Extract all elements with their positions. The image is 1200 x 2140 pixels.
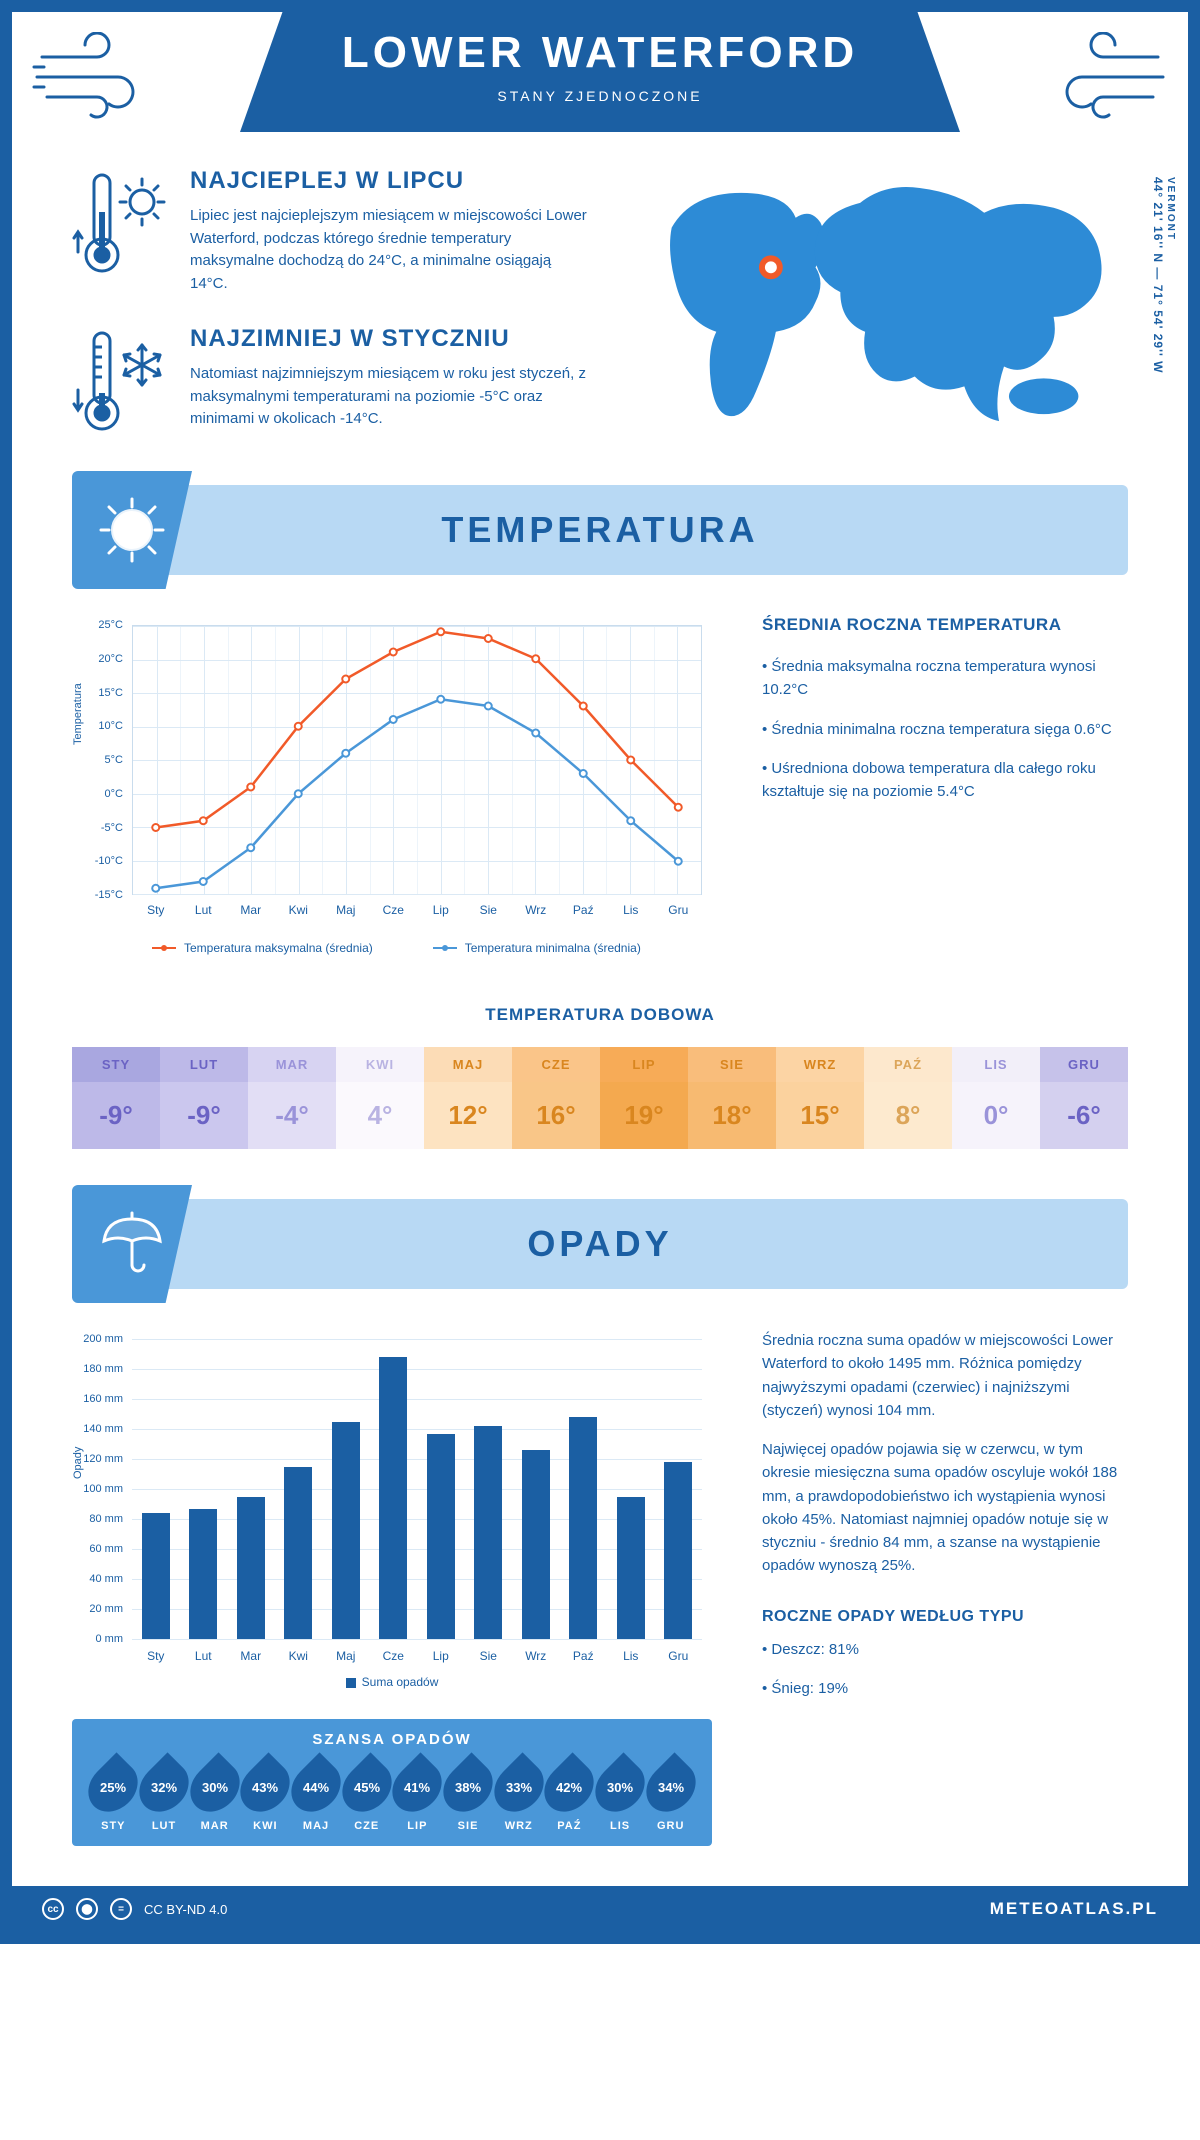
wind-icon: [1038, 32, 1168, 122]
world-map: VERMONT 44° 21' 16'' N — 71° 54' 29'' W: [632, 167, 1128, 465]
rain-drop: 38%SIE: [445, 1760, 492, 1832]
license-text: CC BY-ND 4.0: [144, 1902, 227, 1917]
month-cell: GRU-6°: [1040, 1047, 1128, 1149]
month-cell: KWI4°: [336, 1047, 424, 1149]
precip-type-item: Śnieg: 19%: [762, 1677, 1128, 1700]
precip-bar: [237, 1497, 265, 1640]
month-cell: WRZ15°: [776, 1047, 864, 1149]
month-cell: SIE18°: [688, 1047, 776, 1149]
wind-icon: [32, 32, 162, 122]
country-name: STANY ZJEDNOCZONE: [280, 88, 920, 104]
rain-drop: 44%MAJ: [293, 1760, 340, 1832]
precip-bar: [664, 1462, 692, 1639]
precip-bar: [332, 1422, 360, 1640]
rain-drop: 43%KWI: [242, 1760, 289, 1832]
month-cell: LUT-9°: [160, 1047, 248, 1149]
month-cell: STY-9°: [72, 1047, 160, 1149]
section-banner-precip: OPADY: [72, 1199, 1128, 1289]
precip-para: Średnia roczna suma opadów w miejscowośc…: [762, 1329, 1128, 1422]
location-marker: [762, 258, 780, 276]
month-cell: MAR-4°: [248, 1047, 336, 1149]
sun-icon: [97, 495, 167, 565]
month-cell: PAŹ8°: [864, 1047, 952, 1149]
daily-temp-strip: STY-9°LUT-9°MAR-4°KWI4°MAJ12°CZE16°LIP19…: [72, 1047, 1128, 1149]
month-cell: LIP19°: [600, 1047, 688, 1149]
coordinates: VERMONT 44° 21' 16'' N — 71° 54' 29'' W: [1151, 177, 1176, 373]
precip-bar: [189, 1509, 217, 1640]
rain-drop: 33%WRZ: [495, 1760, 542, 1832]
rain-drop: 30%LIS: [597, 1760, 644, 1832]
city-name: LOWER WATERFORD: [280, 28, 920, 78]
fact-warm-title: NAJCIEPLEJ W LIPCU: [190, 167, 592, 195]
precip-bar: [522, 1450, 550, 1639]
title-banner: LOWER WATERFORD STANY ZJEDNOCZONE: [240, 10, 960, 132]
precip-bar: [142, 1513, 170, 1639]
precip-bar: [379, 1357, 407, 1639]
footer-brand: METEOATLAS.PL: [990, 1899, 1158, 1919]
temp-bullet: Uśredniona dobowa temperatura dla całego…: [762, 757, 1128, 804]
fact-cold-text: Natomiast najzimniejszym miesiącem w rok…: [190, 363, 592, 431]
temperature-line-chart: Temperatura -15°C-10°C-5°C0°C5°C10°C15°C…: [72, 615, 712, 955]
fact-warm-text: Lipiec jest najcieplejszym miesiącem w m…: [190, 205, 592, 295]
rain-drop: 34%GRU: [647, 1760, 694, 1832]
precip-type-item: Deszcz: 81%: [762, 1638, 1128, 1661]
precip-para: Najwięcej opadów pojawia się w czerwcu, …: [762, 1438, 1128, 1578]
precip-bar: [474, 1426, 502, 1639]
section-banner-temp: TEMPERATURA: [72, 485, 1128, 575]
month-cell: MAJ12°: [424, 1047, 512, 1149]
header: LOWER WATERFORD STANY ZJEDNOCZONE: [12, 12, 1188, 157]
precip-bar: [427, 1434, 455, 1640]
rain-drop: 30%MAR: [191, 1760, 238, 1832]
legend-max: Temperatura maksymalna (średnia): [152, 941, 373, 955]
rain-drop: 32%LUT: [141, 1760, 188, 1832]
bar-legend: Suma opadów: [72, 1675, 712, 1689]
drops-title: SZANSA OPADÓW: [90, 1731, 694, 1748]
precip-bar: [569, 1417, 597, 1639]
month-cell: CZE16°: [512, 1047, 600, 1149]
umbrella-icon: [97, 1209, 167, 1279]
nd-icon: =: [110, 1898, 132, 1920]
precip-bar: [284, 1467, 312, 1640]
thermometer-hot-icon: [72, 167, 172, 277]
fact-coldest: NAJZIMNIEJ W STYCZNIU Natomiast najzimni…: [72, 325, 592, 435]
precip-section-title: OPADY: [527, 1223, 672, 1265]
by-icon: ⬤: [76, 1898, 98, 1920]
precip-type-heading: ROCZNE OPADY WEDŁUG TYPU: [762, 1608, 1128, 1626]
fact-cold-title: NAJZIMNIEJ W STYCZNIU: [190, 325, 592, 353]
precip-bar-chart: Opady 0 mm20 mm40 mm60 mm80 mm100 mm120 …: [72, 1329, 712, 1689]
footer: cc ⬤ = CC BY-ND 4.0 METEOATLAS.PL: [12, 1886, 1188, 1932]
coords-value: 44° 21' 16'' N — 71° 54' 29'' W: [1151, 177, 1165, 373]
cc-icon: cc: [42, 1898, 64, 1920]
temp-bullet: Średnia maksymalna roczna temperatura wy…: [762, 655, 1128, 702]
thermometer-cold-icon: [72, 325, 172, 435]
rain-drop: 41%LIP: [394, 1760, 441, 1832]
intro-row: NAJCIEPLEJ W LIPCU Lipiec jest najcieple…: [72, 167, 1128, 465]
month-cell: LIS0°: [952, 1047, 1040, 1149]
temp-section-title: TEMPERATURA: [441, 509, 758, 551]
temp-summary-heading: ŚREDNIA ROCZNA TEMPERATURA: [762, 615, 1128, 635]
fact-warmest: NAJCIEPLEJ W LIPCU Lipiec jest najcieple…: [72, 167, 592, 295]
temp-summary: ŚREDNIA ROCZNA TEMPERATURA Średnia maksy…: [762, 615, 1128, 955]
rain-chance-box: SZANSA OPADÓW 25%STY32%LUT30%MAR43%KWI44…: [72, 1719, 712, 1846]
daily-temp-title: TEMPERATURA DOBOWA: [72, 1005, 1128, 1025]
rain-drop: 45%CZE: [343, 1760, 390, 1832]
temp-bullet: Średnia minimalna roczna temperatura się…: [762, 718, 1128, 741]
rain-drop: 25%STY: [90, 1760, 137, 1832]
state-label: VERMONT: [1165, 177, 1176, 363]
rain-drop: 42%PAŹ: [546, 1760, 593, 1832]
legend-min: Temperatura minimalna (średnia): [433, 941, 641, 955]
precip-bar: [617, 1497, 645, 1640]
precip-summary: Średnia roczna suma opadów w miejscowośc…: [762, 1329, 1128, 1846]
